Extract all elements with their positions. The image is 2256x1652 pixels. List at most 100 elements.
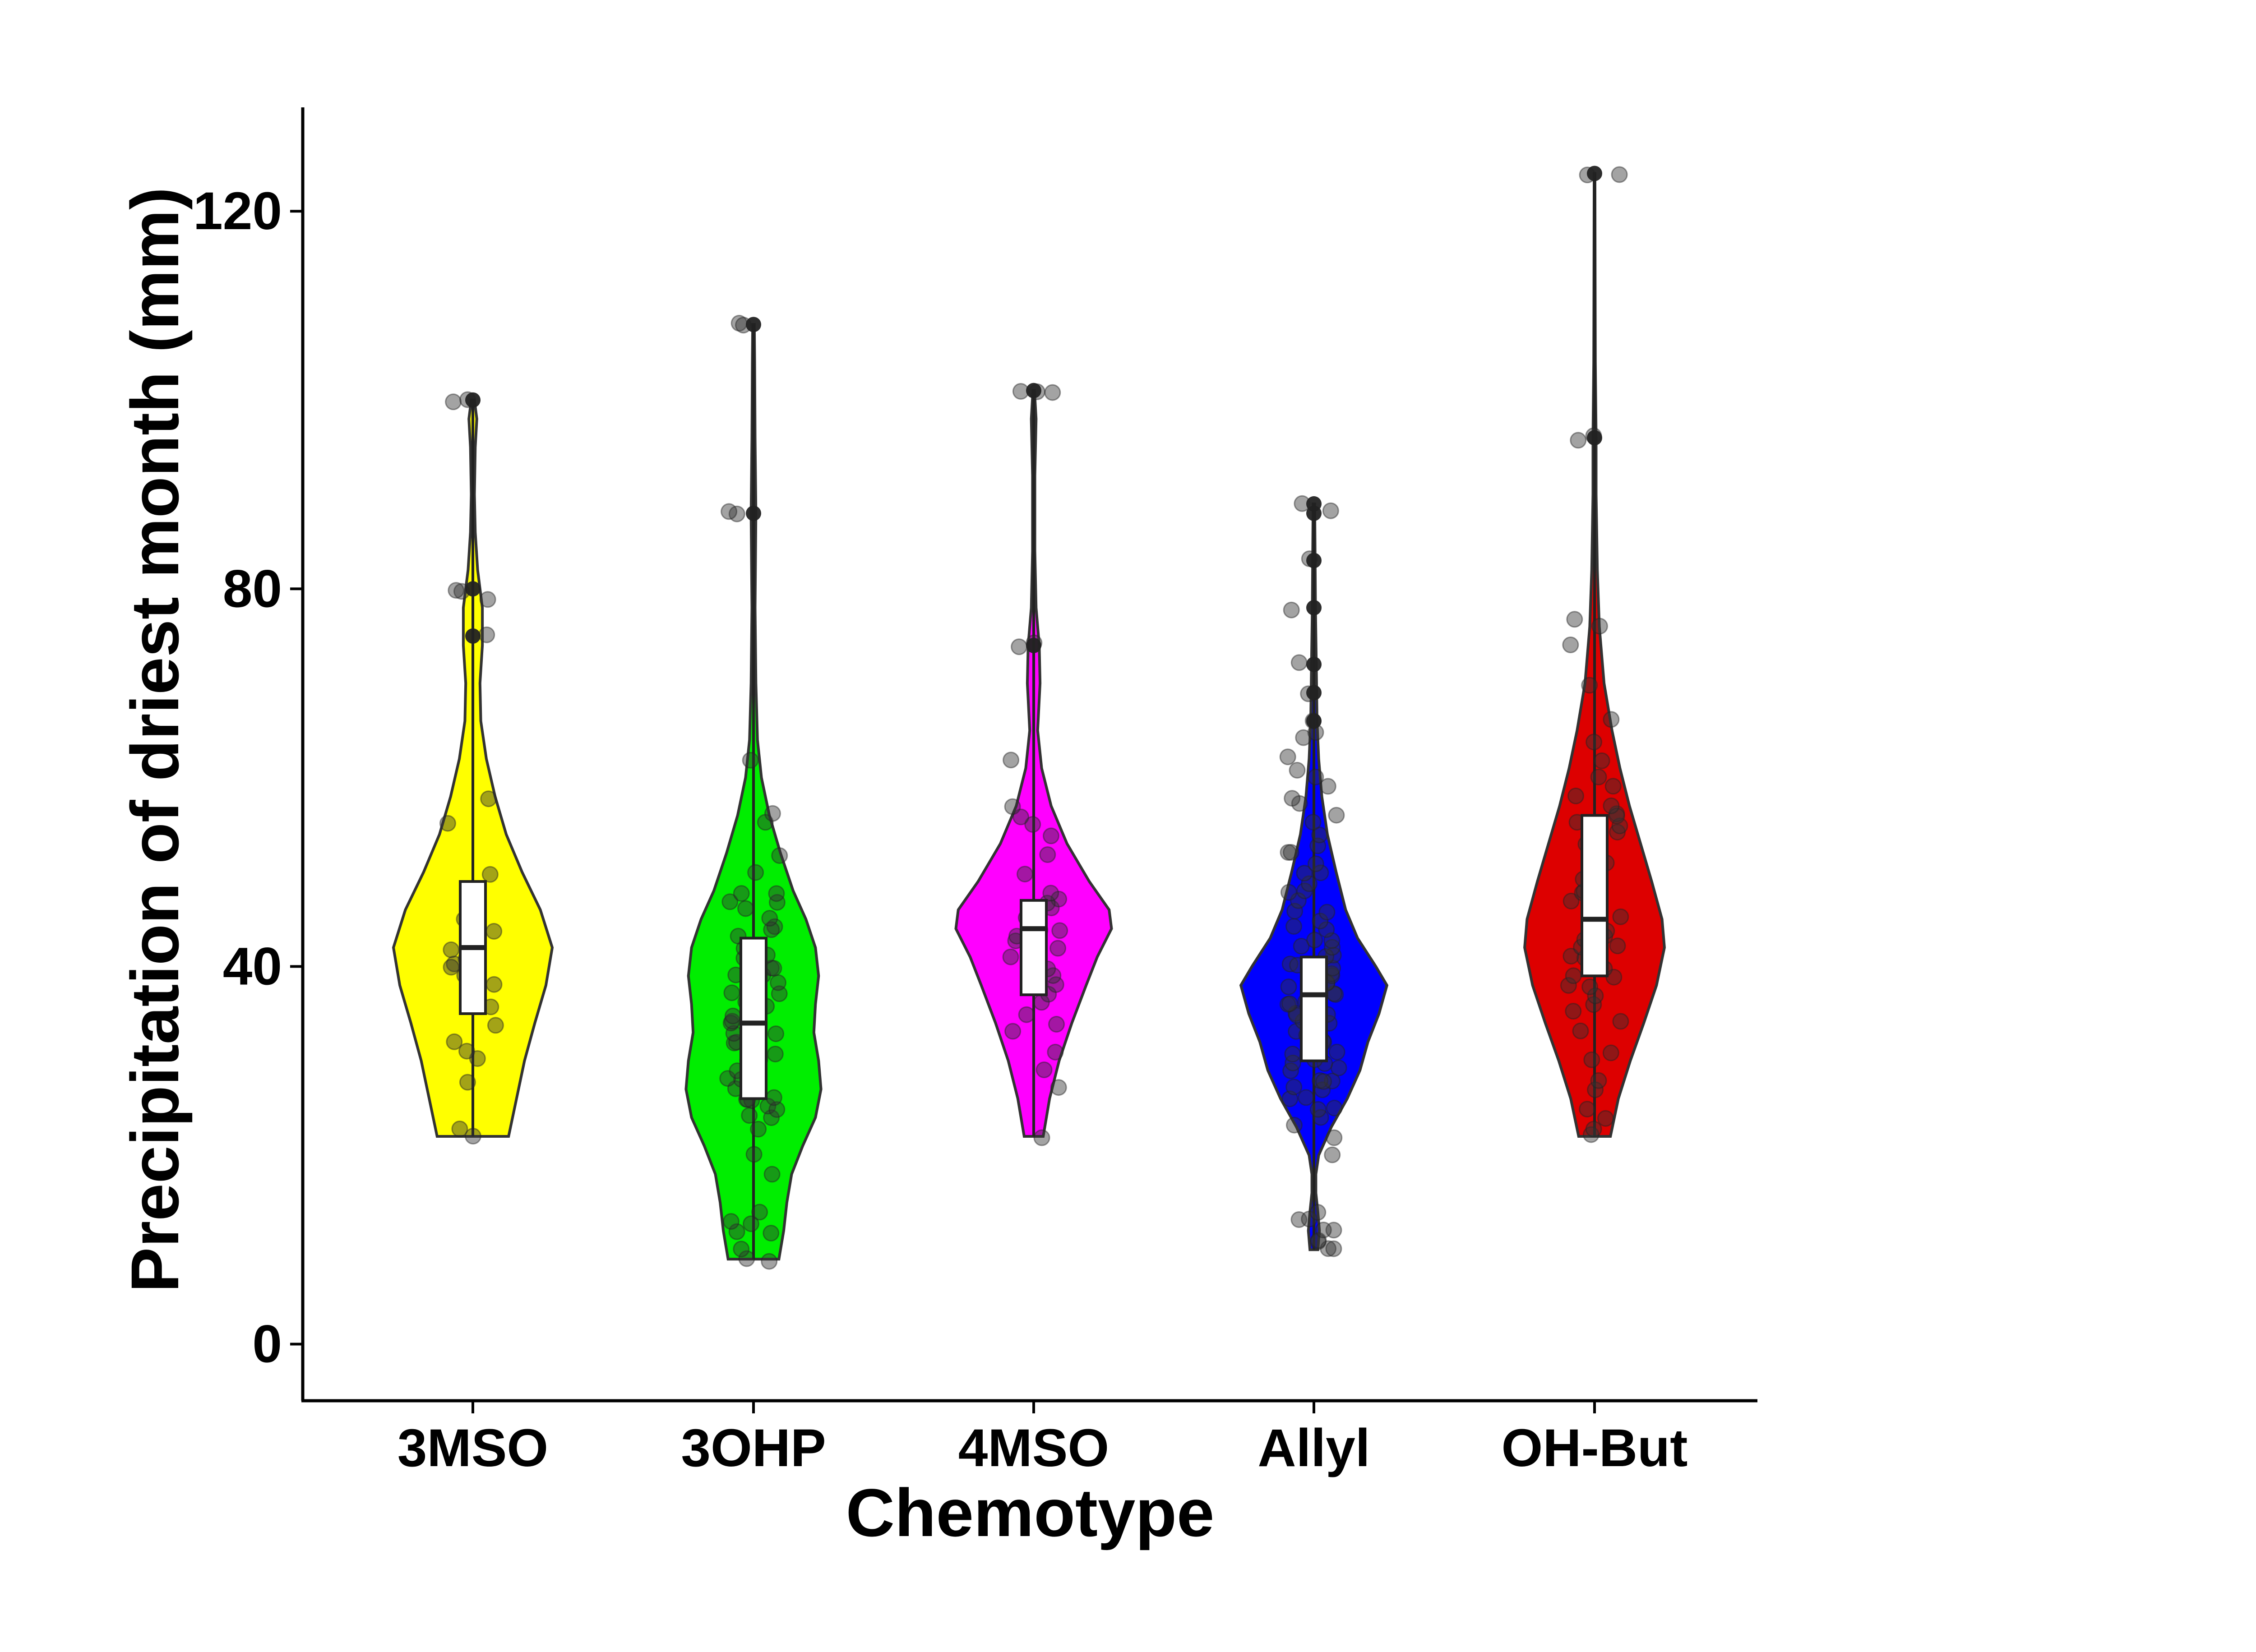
data-point (1280, 884, 1297, 901)
data-point (1328, 807, 1345, 824)
data-point (1608, 805, 1625, 822)
data-point (1312, 864, 1329, 881)
data-point (1289, 761, 1306, 779)
data-point (1315, 1222, 1332, 1238)
data-point (1039, 846, 1056, 863)
outlier-point (465, 581, 481, 597)
data-point (478, 626, 495, 643)
data-point (485, 923, 503, 940)
data-point (1012, 808, 1030, 826)
data-point (1581, 677, 1598, 694)
data-point (1044, 384, 1061, 401)
data-point (1590, 1072, 1607, 1089)
data-point (768, 1101, 786, 1118)
data-point (1296, 865, 1313, 882)
data-point (741, 1107, 758, 1124)
outlier-point (1306, 553, 1322, 568)
data-point (743, 1215, 759, 1232)
data-point (469, 1050, 486, 1067)
x-tick-label: 3OHP (681, 1418, 826, 1478)
box-iqr (1020, 899, 1048, 997)
data-point (719, 1070, 736, 1087)
data-point (1003, 752, 1020, 769)
data-point (1326, 1099, 1343, 1117)
outlier-point (1306, 600, 1322, 616)
data-point (1318, 921, 1335, 938)
data-point (451, 1121, 468, 1137)
data-point (439, 815, 456, 832)
data-point (1285, 1054, 1301, 1071)
data-point (722, 1213, 740, 1230)
data-point (1301, 875, 1318, 892)
plot-area (392, 166, 1666, 1270)
data-point (1328, 1043, 1345, 1061)
data-point (742, 752, 759, 769)
data-point (1051, 922, 1068, 939)
data-point (1311, 826, 1328, 844)
outlier-point (1026, 383, 1041, 398)
data-point (728, 505, 745, 522)
outlier-point (1587, 166, 1602, 181)
data-point (738, 1250, 755, 1267)
data-point (1604, 778, 1622, 795)
data-point (1048, 1015, 1065, 1033)
data-point (763, 1166, 781, 1183)
data-point (1049, 940, 1067, 957)
x-tick-label: 3MSO (398, 1418, 548, 1478)
data-point (1310, 1232, 1327, 1249)
data-point (1324, 1146, 1341, 1163)
data-point (1307, 855, 1324, 872)
data-point (1567, 787, 1584, 804)
data-point (1293, 937, 1310, 955)
data-point (1324, 939, 1341, 956)
data-point (1579, 1101, 1596, 1118)
data-point (771, 847, 788, 864)
data-point (1036, 1061, 1053, 1078)
data-point (1563, 948, 1580, 964)
data-point (1609, 937, 1626, 955)
data-point (724, 1007, 741, 1024)
data-point (733, 885, 750, 902)
data-point (445, 393, 462, 411)
outlier-point (746, 317, 761, 332)
data-point (1320, 1240, 1337, 1257)
data-point (745, 1146, 763, 1163)
data-point (1315, 1073, 1332, 1090)
outlier-point (1306, 713, 1322, 729)
data-point (721, 503, 738, 520)
data-point (1570, 432, 1587, 449)
data-point (459, 1074, 476, 1091)
data-point (1612, 1013, 1629, 1030)
data-point (763, 1225, 780, 1241)
data-point (722, 1015, 740, 1032)
data-point (1583, 1051, 1600, 1068)
data-point (763, 921, 780, 938)
data-point (751, 1204, 768, 1221)
data-point (733, 1241, 750, 1258)
data-point (1326, 1129, 1343, 1146)
y-tick-label: 40 (223, 937, 282, 996)
outlier-point (465, 392, 481, 408)
data-point (1325, 1222, 1342, 1239)
data-point (1566, 611, 1583, 628)
data-point (1309, 1233, 1327, 1250)
y-tick-label: 80 (223, 559, 282, 618)
data-point (1284, 790, 1301, 807)
y-tick-label: 120 (193, 181, 282, 241)
data-point (1587, 987, 1604, 1004)
data-point (1608, 808, 1625, 825)
data-point (1590, 768, 1607, 785)
box-iqr (740, 937, 767, 1100)
outlier-point (465, 628, 481, 644)
data-point (747, 864, 764, 881)
data-point (1291, 795, 1308, 812)
data-point (479, 591, 496, 608)
data-point (1314, 1081, 1331, 1098)
data-point (1279, 996, 1296, 1013)
data-point (1298, 1089, 1315, 1106)
data-point (1280, 844, 1297, 861)
data-point (1585, 996, 1602, 1013)
data-point (1286, 1117, 1303, 1134)
data-point (1319, 778, 1336, 795)
